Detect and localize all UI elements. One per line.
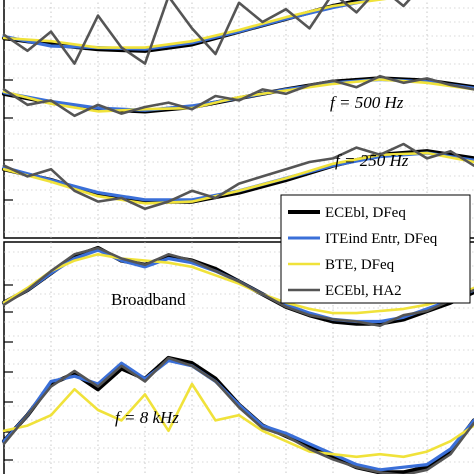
legend-label-iteind-entr-dfeq: ITEind Entr, DFeq (325, 231, 438, 247)
annotation-8khz: f = 8 kHz (115, 408, 179, 427)
series-line-ecebl-ha2 (2, 246, 474, 328)
series-line-bte-dfeq (2, 382, 474, 459)
series-line-iteind-entr-dfeq (2, 359, 474, 472)
bottom-curves (1, 245, 474, 474)
bottom-panel-frame (3, 241, 474, 474)
annotation-500hz: f = 500 Hz (330, 93, 404, 112)
series-line-ecebl-ha2 (2, 0, 411, 65)
legend-label-bte-dfeq: BTE, DFeq (325, 257, 395, 273)
legend-label-ecebl-dfeq: ECEbl, DFeq (325, 205, 406, 221)
top-curves (1, 0, 474, 211)
series-line-ecebl-ha2 (2, 74, 474, 118)
series-line-bte-dfeq (2, 253, 474, 315)
series-line-ecebl-ha2 (2, 356, 474, 474)
annotation-broadband: Broadband (111, 290, 186, 309)
legend: ECEbl, DFeq ITEind Entr, DFeq BTE, DFeq … (280, 194, 471, 304)
series-line-ecebl-ha2 (2, 142, 474, 211)
annotation-250hz: f = 250 Hz (335, 151, 409, 170)
series-line-bte-dfeq (2, 151, 474, 205)
legend-label-ecebl-ha2: ECEbl, HA2 (325, 283, 402, 299)
